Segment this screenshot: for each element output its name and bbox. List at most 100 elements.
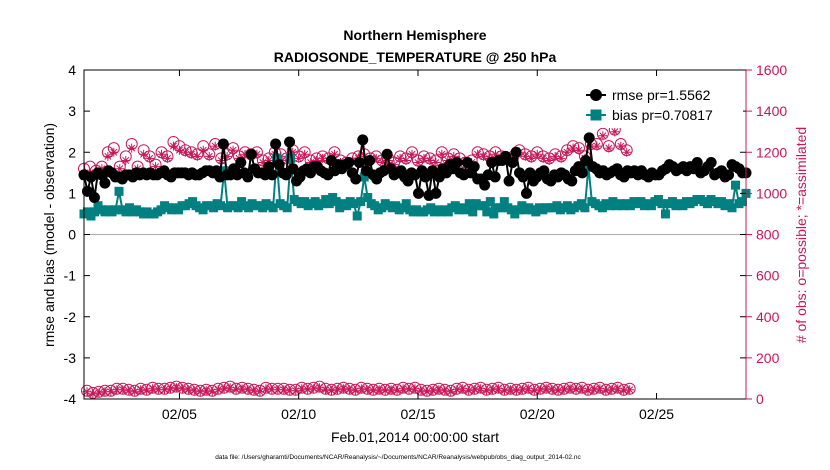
legend: rmse pr=1.5562 bias pr=0.70817: [583, 80, 743, 128]
bias-point: [356, 197, 366, 207]
obs-assimilated-point: [338, 384, 348, 394]
obs-assimilated-point: [82, 387, 92, 397]
rmse-point: [263, 161, 275, 173]
bias-point: [727, 203, 737, 213]
obs-assimilated-point: [297, 384, 307, 394]
bias-point: [499, 197, 509, 207]
obs-assimilated-point: [404, 385, 414, 395]
obs-assimilated-point: [350, 386, 360, 396]
obs-assimilated-point: [562, 147, 572, 157]
obs-assimilated-point: [407, 149, 417, 159]
plot-area: -4 -3 -2 -1 0 1 2 3 4 0 200 400 600 800 1000 1200 1400 16…: [64, 62, 788, 422]
rmse-point: [242, 171, 254, 183]
bias-point: [730, 180, 740, 190]
obs-assimilated-point: [616, 141, 626, 151]
obs-assimilated-point: [544, 155, 554, 165]
obs-assimilated-point: [130, 387, 140, 397]
obs-assimilated-point: [88, 389, 98, 399]
bias-point: [331, 197, 341, 207]
y2-axis-label: # of obs: o=possible; *=assimilated: [793, 127, 809, 343]
bias-point: [282, 203, 292, 213]
y2-tick-label: 800: [756, 227, 780, 243]
obs-assimilated-point: [228, 145, 238, 155]
rmse-point: [217, 138, 229, 150]
legend-marker: [590, 109, 602, 121]
rmse-point: [412, 187, 424, 199]
obs-assimilated-point: [171, 383, 181, 393]
rmse-point: [691, 157, 703, 169]
y2-tick-label: 1600: [756, 62, 787, 78]
obs-assimilated-point: [356, 384, 366, 394]
obs-assimilated-point: [115, 164, 125, 174]
x-axis-label: Feb.01,2014 00:00:00 start: [331, 429, 499, 445]
obs-assimilated-point: [288, 147, 298, 157]
obs-assimilated-point: [198, 145, 208, 155]
rmse-point: [364, 154, 376, 166]
obs-assimilated-point: [145, 153, 155, 163]
rmse-point: [520, 187, 532, 199]
obs-assimilated-point: [362, 385, 372, 395]
obs-assimilated-point: [312, 155, 322, 165]
rmse-point: [430, 187, 442, 199]
obs-assimilated-point: [136, 385, 146, 395]
obs-assimilated-point: [329, 149, 339, 159]
obs-assimilated-point: [231, 385, 241, 395]
y-tick-label: 3: [68, 103, 76, 119]
obs-assimilated-point: [535, 385, 545, 395]
bias-point: [461, 205, 471, 215]
obs-assimilated-point: [261, 384, 271, 394]
x-tick-label: 02/05: [162, 406, 197, 422]
rmse-point: [350, 173, 362, 185]
y2-tick-label: 400: [756, 309, 780, 325]
bias-point: [496, 203, 506, 213]
bias-point: [286, 153, 296, 163]
obs-assimilated-point: [479, 151, 489, 161]
obs-assimilated-point: [520, 151, 530, 161]
obs-assimilated-point: [476, 384, 486, 394]
bias-point: [737, 197, 747, 207]
obs-assimilated-point: [264, 155, 274, 165]
rmse-point: [235, 157, 247, 169]
obs-assimilated-point: [162, 153, 172, 163]
y2-tick-label: 1400: [756, 103, 787, 119]
obs-assimilated-point: [449, 151, 459, 161]
obs-assimilated-point: [213, 385, 223, 395]
y2-tick-label: 0: [756, 391, 764, 407]
x-tick-label: 02/25: [639, 406, 674, 422]
obs-assimilated-point: [526, 153, 536, 163]
obs-assimilated-point: [285, 386, 295, 396]
obs-assimilated-point: [374, 385, 384, 395]
obs-assimilated-point: [488, 385, 498, 395]
rmse-point: [353, 157, 365, 169]
obs-assimilated-point: [291, 386, 301, 396]
y-axis-label: rmse and bias (model - observation): [41, 123, 57, 347]
series-rmse pr=1.5562: [78, 132, 752, 203]
obs-assimilated-point: [142, 386, 152, 396]
obs-assimilated-point: [583, 386, 593, 396]
chart-title: Northern Hemisphere: [343, 27, 486, 43]
obs-assimilated-point: [556, 153, 566, 163]
obs-assimilated-point: [255, 387, 265, 397]
obs-assimilated-point: [434, 385, 444, 395]
obs-assimilated-point: [303, 385, 313, 395]
obs-assimilated-point: [589, 385, 599, 395]
bias-point: [352, 211, 362, 221]
rmse-point: [468, 161, 480, 173]
obs-assimilated-point: [622, 147, 632, 157]
obs-assimilated-point: [532, 149, 542, 159]
obs-assimilated-point: [386, 385, 396, 395]
obs-assimilated-point: [168, 141, 178, 151]
obs-assimilated-point: [499, 386, 509, 396]
obs-assimilated-point: [315, 383, 325, 393]
obs-assimilated-point: [225, 383, 235, 393]
obs-assimilated-point: [416, 386, 426, 396]
obs-assimilated-point: [529, 386, 539, 396]
obs-assimilated-point: [273, 385, 283, 395]
obs-assimilated-point: [377, 158, 387, 168]
obs-assimilated-point: [279, 385, 289, 395]
bias-point: [660, 209, 670, 219]
obs-assimilated-point: [318, 153, 328, 163]
obs-assimilated-point: [267, 385, 277, 395]
legend-label: rmse pr=1.5562: [612, 87, 711, 103]
